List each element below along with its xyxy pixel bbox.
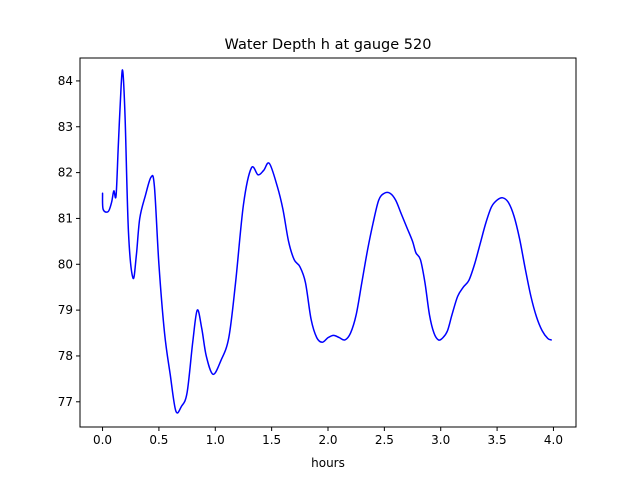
y-tick-label: 81 bbox=[58, 211, 73, 225]
x-tick-label: 4.0 bbox=[544, 433, 563, 447]
chart-title: Water Depth h at gauge 520 bbox=[225, 37, 432, 53]
y-tick-label: 82 bbox=[58, 166, 73, 180]
y-tick-label: 78 bbox=[58, 349, 73, 363]
x-tick-label: 1.0 bbox=[206, 433, 225, 447]
x-tick-label: 3.5 bbox=[488, 433, 507, 447]
axis-ticks: 0.0 0.5 1.0 1.5 2.0 2.5 3.0 3.5 4.0 77 78 79 80 81 82 8… bbox=[58, 74, 563, 447]
x-tick-label: 2.0 bbox=[318, 433, 337, 447]
x-tick-label: 2.5 bbox=[375, 433, 394, 447]
y-tick-label: 83 bbox=[58, 120, 73, 134]
plot-frame bbox=[79, 57, 577, 428]
y-tick-label: 80 bbox=[58, 257, 73, 271]
y-tick-label: 84 bbox=[58, 74, 73, 88]
x-tick-label: 0.5 bbox=[149, 433, 168, 447]
series-line bbox=[101, 69, 552, 414]
y-tick-label: 79 bbox=[58, 303, 73, 317]
x-tick-label: 1.5 bbox=[262, 433, 281, 447]
x-tick-label: 3.0 bbox=[431, 433, 450, 447]
x-tick-label: 0.0 bbox=[93, 433, 112, 447]
x-axis-label: hours bbox=[311, 456, 345, 470]
y-tick-label: 77 bbox=[58, 395, 73, 409]
